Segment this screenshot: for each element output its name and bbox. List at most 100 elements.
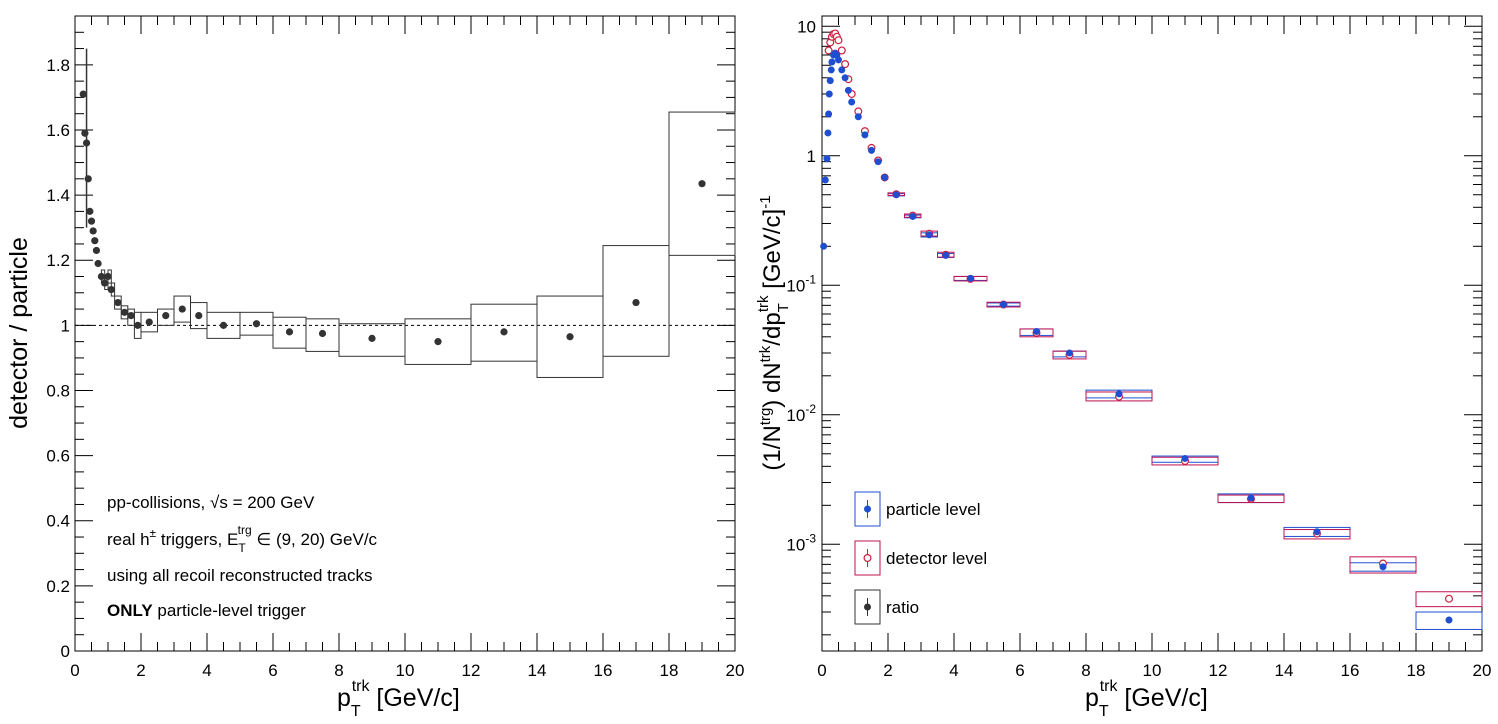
x-tick-label: 2 [136, 661, 145, 680]
detector-level-point [841, 60, 850, 69]
ratio-point [145, 318, 153, 326]
detector-level-point [824, 46, 833, 55]
legend-label: ratio [886, 598, 919, 617]
ratio-point [89, 227, 97, 235]
ratio-point [195, 311, 203, 320]
particle-syst-box [1415, 611, 1483, 630]
ratio-point [92, 246, 101, 255]
particle-level-point [841, 74, 849, 82]
legend-marker [863, 553, 872, 562]
particle-level-point [881, 173, 889, 181]
ratio-y-tick-labels: 0 0.2 0.4 0.6 0.8 1 1.2 1.4 1.6 1.8 [46, 56, 70, 661]
ratio-annotations: pp-collisions, √s = 200 GeV real h± trig… [107, 493, 378, 620]
x-tick-label: 2 [883, 661, 892, 680]
ratio-point [566, 333, 574, 341]
particle-level-point [909, 212, 917, 220]
ratio-point [434, 338, 442, 346]
y-tick-label: 10-3 [786, 531, 816, 554]
particle-level-point [925, 231, 933, 239]
x-tick-label: 10 [1143, 661, 1162, 680]
particle-level-point [823, 155, 831, 163]
particle-level-point [821, 176, 829, 184]
ratio-point [500, 328, 508, 336]
particle-level-point [1115, 390, 1123, 398]
ratio-point [104, 272, 112, 281]
ratio-point [97, 272, 105, 281]
ratio-syst-box [602, 245, 670, 357]
y-tick-label: 1.4 [46, 186, 70, 205]
particle-level-point [838, 66, 846, 74]
annotation-trigger: real h± triggers, ETtrg ∈ (9, 20) GeV/c [107, 523, 378, 555]
y-tick-label: 0.4 [46, 512, 70, 531]
y-tick-label: 0.6 [46, 447, 70, 466]
ratio-point [285, 328, 294, 336]
ratio-point [368, 334, 376, 342]
y-tick-label: 1 [61, 316, 70, 335]
ratio-point [101, 279, 109, 287]
particle-level-point [844, 86, 852, 94]
particle-level-point [854, 113, 862, 121]
ratio-point [94, 259, 102, 268]
ratio-point [91, 237, 99, 245]
ratio-point [698, 180, 706, 188]
legend: particle level detector level ratio [854, 491, 987, 625]
spectrum-points [820, 29, 1453, 624]
y-tick-label: 10-1 [786, 272, 816, 295]
x-tick-label: 12 [1209, 661, 1228, 680]
ratio-systematic-boxes [100, 111, 736, 378]
y-tick-label: 0.8 [46, 381, 70, 400]
x-tick-label: 4 [202, 661, 211, 680]
y-tick-label: 0.2 [46, 577, 70, 596]
particle-level-point [1066, 349, 1073, 357]
particle-level-point [1445, 616, 1453, 624]
particle-level-point [1313, 528, 1321, 536]
legend-marker [864, 505, 871, 513]
particle-level-point [827, 66, 835, 74]
particle-level-point [967, 274, 974, 282]
x-tick-label: 20 [1473, 661, 1492, 680]
spectrum-y-tick-labels: 10 1 10-1 10-2 10-3 [786, 17, 816, 554]
y-tick-label: 1.8 [46, 56, 70, 75]
particle-level-point [1181, 454, 1189, 462]
legend-label: detector level [886, 549, 987, 568]
ratio-points [79, 48, 706, 346]
x-tick-label: 18 [1407, 661, 1426, 680]
ratio-x-axis-label: pTtrk [GeV/c] [337, 678, 460, 720]
legend-marker [864, 603, 871, 611]
x-tick-label: 8 [334, 661, 343, 680]
x-tick-label: 16 [594, 661, 613, 680]
ratio-point [632, 298, 640, 307]
particle-level-point [892, 191, 900, 199]
detector-level-point [834, 36, 843, 45]
ratio-point [252, 320, 261, 328]
annotation-only-trigger: ONLY particle-level trigger [107, 601, 306, 620]
x-tick-label: 6 [1015, 661, 1024, 680]
legend-box [854, 491, 881, 527]
detector-syst-box [1415, 591, 1483, 608]
ratio-point [134, 321, 142, 329]
y-tick-label: 1.6 [46, 121, 70, 140]
particle-level-point [828, 58, 836, 66]
x-tick-label: 10 [396, 661, 415, 680]
particle-level-point [874, 158, 882, 166]
ratio-point [79, 90, 87, 98]
particle-level-point [826, 77, 834, 85]
y-tick-label: 1.2 [46, 251, 70, 270]
x-tick-label: 4 [949, 661, 958, 680]
x-tick-label: 0 [70, 661, 79, 680]
spectrum-x-axis-label: pTtrk [GeV/c] [1085, 678, 1208, 720]
y-tick-label: 0 [61, 642, 70, 661]
ratio-point [127, 311, 135, 320]
particle-level-point [868, 146, 875, 154]
ratio-point [87, 217, 96, 225]
x-tick-label: 0 [817, 661, 826, 680]
y-tick-label: 10-2 [786, 402, 816, 425]
y-tick-label: 10 [797, 17, 816, 36]
particle-level-point [942, 251, 950, 259]
ratio-point [114, 298, 122, 307]
particle-level-point [1033, 327, 1040, 335]
x-tick-label: 14 [528, 661, 547, 680]
particle-level-point [825, 90, 833, 98]
ratio-syst-box [668, 111, 736, 256]
